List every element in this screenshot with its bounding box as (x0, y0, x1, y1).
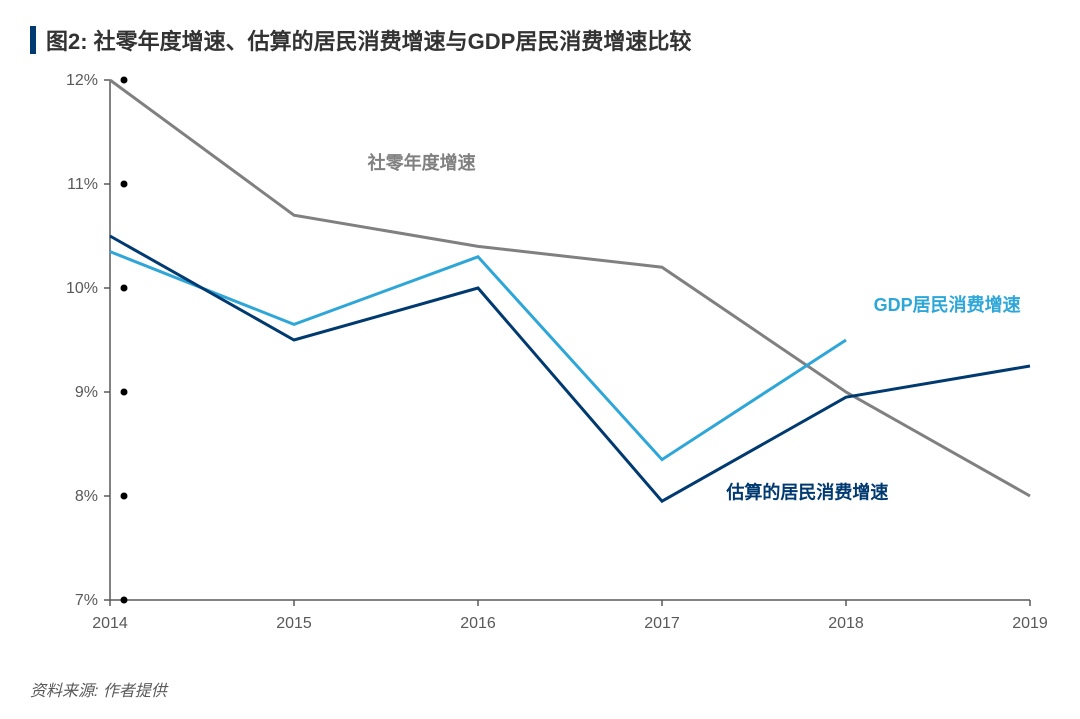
figure-container: 图2: 社零年度增速、估算的居民消费增速与GDP居民消费增速比较 7% 8% 9% 1… (0, 0, 1080, 719)
y-tick-label: 7% (75, 592, 98, 609)
y-tick-dot (121, 493, 128, 500)
x-tick-label: 2019 (1012, 615, 1048, 632)
y-tick-label: 12% (66, 72, 98, 89)
x-tick-label: 2016 (460, 615, 496, 632)
y-tick-label: 9% (75, 384, 98, 401)
y-tick-label: 8% (75, 488, 98, 505)
series-label-gdp_cons: GDP居民消费增速 (874, 294, 1021, 315)
x-tick-label: 2014 (92, 615, 128, 632)
series-label-retail: 社零年度增速 (368, 152, 476, 173)
y-tick-label: 11% (67, 176, 98, 193)
y-tick-label: 10% (66, 280, 98, 297)
x-tick-label: 2017 (644, 615, 680, 632)
chart-area: 7% 8% 9% 10% 11% 12% 2014 2015 2016 2017 2018 2019 社… (30, 70, 1050, 650)
source-label: 资料来源: 作者提供 (30, 677, 167, 701)
figure-title-row: 图2: 社零年度增速、估算的居民消费增速与GDP居民消费增速比较 (30, 24, 1050, 56)
y-tick-dot (121, 597, 128, 604)
x-tick-label: 2018 (828, 615, 864, 632)
series-line-gdp_cons (110, 252, 846, 460)
series-line-retail (110, 80, 1030, 496)
y-tick-dot (121, 77, 128, 84)
figure-title: 图2: 社零年度增速、估算的居民消费增速与GDP居民消费增速比较 (46, 24, 691, 56)
series-line-est_cons (110, 236, 1030, 501)
series-label-est_cons: 估算的居民消费增速 (725, 481, 888, 502)
y-tick-dot (121, 285, 128, 292)
y-tick-dot (121, 181, 128, 188)
title-accent-bar (30, 26, 36, 54)
y-tick-dot (121, 389, 128, 396)
x-tick-label: 2015 (276, 615, 312, 632)
line-chart: 7% 8% 9% 10% 11% 12% 2014 2015 2016 2017 2018 2019 社… (30, 70, 1050, 650)
